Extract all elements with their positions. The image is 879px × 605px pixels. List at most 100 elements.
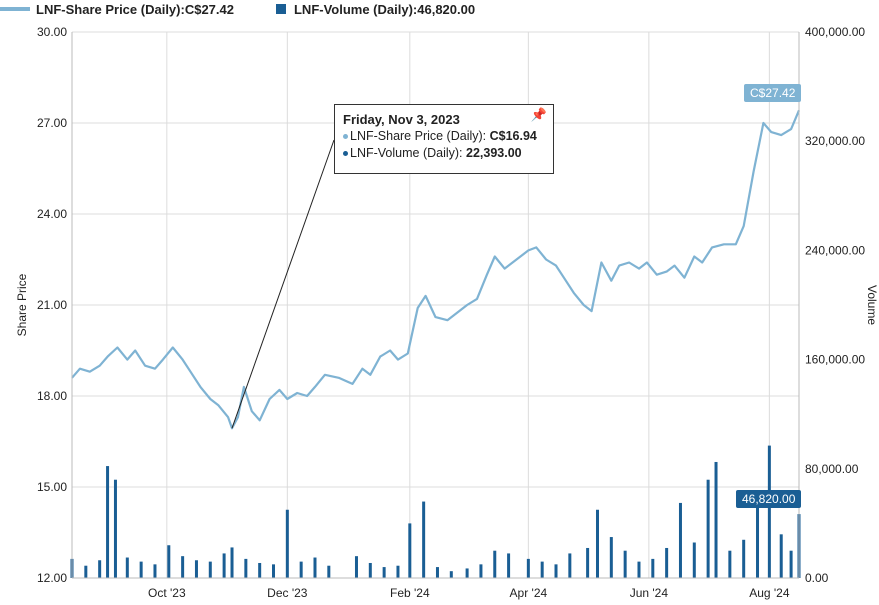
volume-bar [285, 509, 289, 578]
volume-bar [449, 571, 453, 578]
volume-bar [153, 564, 157, 578]
volume-bar [623, 550, 627, 578]
tooltip-date: Friday, Nov 3, 2023 [343, 112, 460, 127]
volume-bar [230, 547, 234, 578]
legend-price-name: LNF-Share Price (Daily): [36, 1, 185, 17]
volume-bar [181, 556, 185, 578]
volume-bar [98, 560, 102, 578]
price-line-swatch [0, 7, 30, 11]
volume-bar [396, 565, 400, 578]
y-tick-label: 30.00 [37, 25, 67, 39]
volume-bar [479, 564, 483, 578]
tooltip-connector-line [231, 139, 335, 429]
y-tick-label: 15.00 [37, 480, 67, 494]
volume-bar [609, 537, 613, 578]
volume-bar [382, 567, 386, 578]
legend-item-volume[interactable]: LNF-Volume (Daily): 46,820.00 [252, 2, 475, 17]
volume-bar [714, 461, 718, 578]
volume-bar [540, 561, 544, 578]
volume-bar [493, 550, 497, 578]
volume-square-swatch [275, 4, 286, 14]
volume-bar [637, 561, 641, 578]
legend-item-price[interactable]: LNF-Share Price (Daily): C$27.42 [0, 2, 234, 17]
volume-bar [692, 542, 696, 578]
volume-bar [728, 550, 732, 578]
tooltip-price-row: LNF-Share Price (Daily): C$16.94 [343, 128, 545, 145]
pin-icon[interactable]: 📌 [530, 107, 547, 122]
price-dot-icon [343, 134, 348, 140]
volume-series [70, 445, 801, 578]
legend-volume-value: 46,820.00 [417, 1, 476, 17]
volume-bar [313, 557, 317, 578]
volume-bar [125, 557, 129, 578]
volume-bar [354, 556, 358, 578]
y-tick-label: 24.00 [37, 207, 67, 221]
y2-tick-label: 240,000.00 [805, 243, 865, 257]
volume-bar [742, 539, 746, 578]
x-tick-label: Jun '24 [630, 586, 669, 600]
tooltip-volume-row: LNF-Volume (Daily): 22,393.00 [343, 145, 545, 162]
volume-bar [767, 445, 771, 578]
volume-bar [299, 561, 303, 578]
tooltip-volume-label: LNF-Volume (Daily): [350, 146, 466, 160]
x-tick-label: Apr '24 [510, 586, 548, 600]
volume-bar [678, 502, 682, 578]
y-tick-label: 12.00 [37, 571, 67, 585]
legend-volume-name: LNF-Volume (Daily): [293, 1, 418, 17]
volume-bar [595, 509, 599, 578]
volume-bar [272, 564, 276, 578]
y-tick-label: 21.00 [37, 298, 67, 312]
axes: 30.00 27.00 24.00 21.00 18.00 15.00 12.00 400,0… [37, 25, 865, 600]
y2-tick-label: 160,000.00 [805, 353, 865, 367]
volume-bar [465, 568, 469, 578]
volume-bar [222, 553, 226, 578]
x-tick-label: Aug '24 [749, 586, 790, 600]
volume-bar [194, 560, 198, 578]
y2-tick-label: 320,000.00 [805, 134, 865, 148]
volume-bar [408, 523, 412, 578]
volume-bar [651, 558, 655, 578]
y2-tick-label: 80,000.00 [805, 462, 859, 476]
y2-tick-label: 0.00 [805, 571, 829, 585]
x-tick-label: Dec '23 [267, 586, 308, 600]
volume-bar [422, 501, 426, 578]
volume-bar [507, 553, 511, 578]
chart-legend: LNF-Share Price (Daily): C$27.42 LNF-Vol… [0, 0, 493, 18]
tooltip-volume-value: 22,393.00 [466, 146, 522, 160]
volume-bar [586, 547, 590, 578]
tooltip-price-label: LNF-Share Price (Daily): [350, 129, 490, 143]
axis-labels: Share Price Volume [15, 273, 879, 336]
volume-bar [244, 558, 248, 578]
y2-axis-title: Volume [865, 285, 879, 325]
volume-bar [106, 466, 110, 578]
volume-bar [779, 534, 783, 578]
price-last-value-callout: C$27.42 [744, 84, 802, 102]
price-line [71, 109, 801, 430]
y2-tick-label: 400,000.00 [805, 25, 865, 39]
x-tick-label: Oct '23 [148, 586, 186, 600]
volume-bar [526, 558, 530, 578]
x-tick-label: Feb '24 [390, 586, 430, 600]
volume-bar [167, 545, 171, 578]
volume-bar [756, 496, 760, 578]
tooltip-price-value: C$16.94 [489, 129, 537, 143]
y-tick-label: 27.00 [37, 116, 67, 130]
volume-bar [258, 562, 262, 578]
y-axis-title: Share Price [15, 273, 29, 336]
volume-bar [554, 564, 558, 578]
volume-bar [789, 550, 793, 578]
y-tick-label: 18.00 [37, 389, 67, 403]
volume-bar [208, 561, 212, 578]
volume-bar [435, 567, 439, 578]
volume-last-value-callout: 46,820.00 [736, 490, 802, 508]
volume-bar [113, 479, 117, 578]
volume-bar [139, 561, 143, 578]
volume-bar [665, 547, 669, 578]
price-series [71, 109, 801, 430]
data-tooltip: Friday, Nov 3, 2023 LNF-Share Price (Dai… [334, 104, 554, 174]
volume-dot-icon [343, 151, 348, 157]
volume-bar [84, 565, 88, 578]
legend-price-value: C$27.42 [184, 1, 234, 17]
volume-bar [568, 553, 572, 578]
